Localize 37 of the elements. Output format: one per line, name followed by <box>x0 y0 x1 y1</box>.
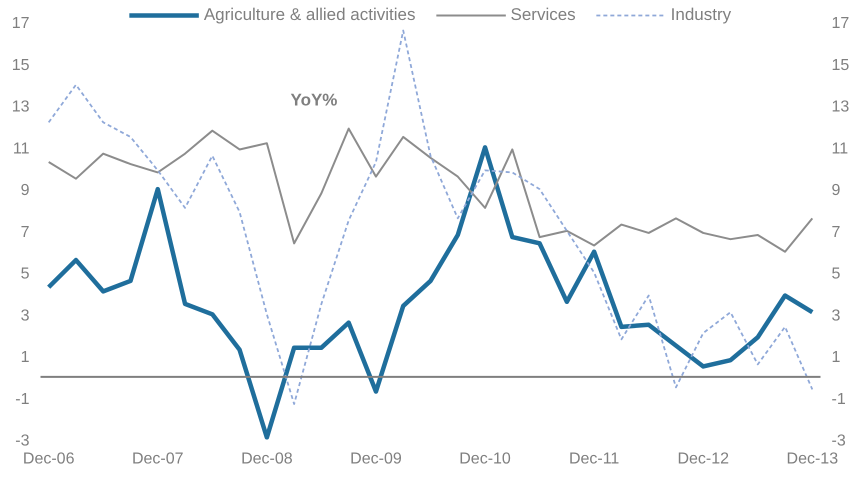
y-tick-label: 9 <box>20 182 30 200</box>
y-tick-label: 5 <box>20 266 30 283</box>
y2-tick-label: 3 <box>832 307 840 324</box>
y2-tick-label: -3 <box>832 432 846 450</box>
line-series <box>48 128 814 253</box>
legend-label: Services <box>510 5 576 25</box>
y2-tick-label: 1 <box>832 349 840 366</box>
y2-tick-label: -1 <box>832 390 846 408</box>
x-tick-label: Dec-08 <box>241 450 293 468</box>
x-tick-label: Dec-07 <box>132 450 184 468</box>
y2-tick-label: 5 <box>832 266 840 283</box>
line-series <box>46 145 815 440</box>
y2-tick-label: 9 <box>832 182 840 200</box>
x-tick-label: Dec-09 <box>350 450 402 468</box>
y-tick-label: 11 <box>12 140 30 158</box>
y2-tick-label: 15 <box>832 56 850 74</box>
y2-tick-label: 17 <box>832 15 850 32</box>
x-tick-label: Dec-12 <box>677 450 730 468</box>
line-series <box>48 30 814 405</box>
y2-tick-label: 13 <box>832 98 850 116</box>
x-tick-label: Dec-13 <box>786 450 838 468</box>
legend-label: Agriculture & allied activities <box>204 5 416 25</box>
y-tick-label: -3 <box>15 432 30 450</box>
x-tick-label: Dec-10 <box>459 450 511 468</box>
y-tick-label: 17 <box>12 15 30 32</box>
y-tick-label: 1 <box>20 349 30 366</box>
legend-label: Industry <box>670 5 732 25</box>
annotation: YoY% <box>290 90 338 110</box>
y-tick-label: 13 <box>12 98 30 116</box>
y2-tick-label: 7 <box>832 224 840 241</box>
y2-tick-label: 11 <box>832 140 848 158</box>
y-tick-label: 7 <box>20 224 30 241</box>
y-tick-label: 3 <box>20 307 30 324</box>
x-tick-label: Dec-11 <box>568 450 620 468</box>
y-tick-label: -1 <box>15 390 30 408</box>
x-tick-label: Dec-06 <box>22 450 75 468</box>
y-tick-label: 15 <box>12 56 30 74</box>
